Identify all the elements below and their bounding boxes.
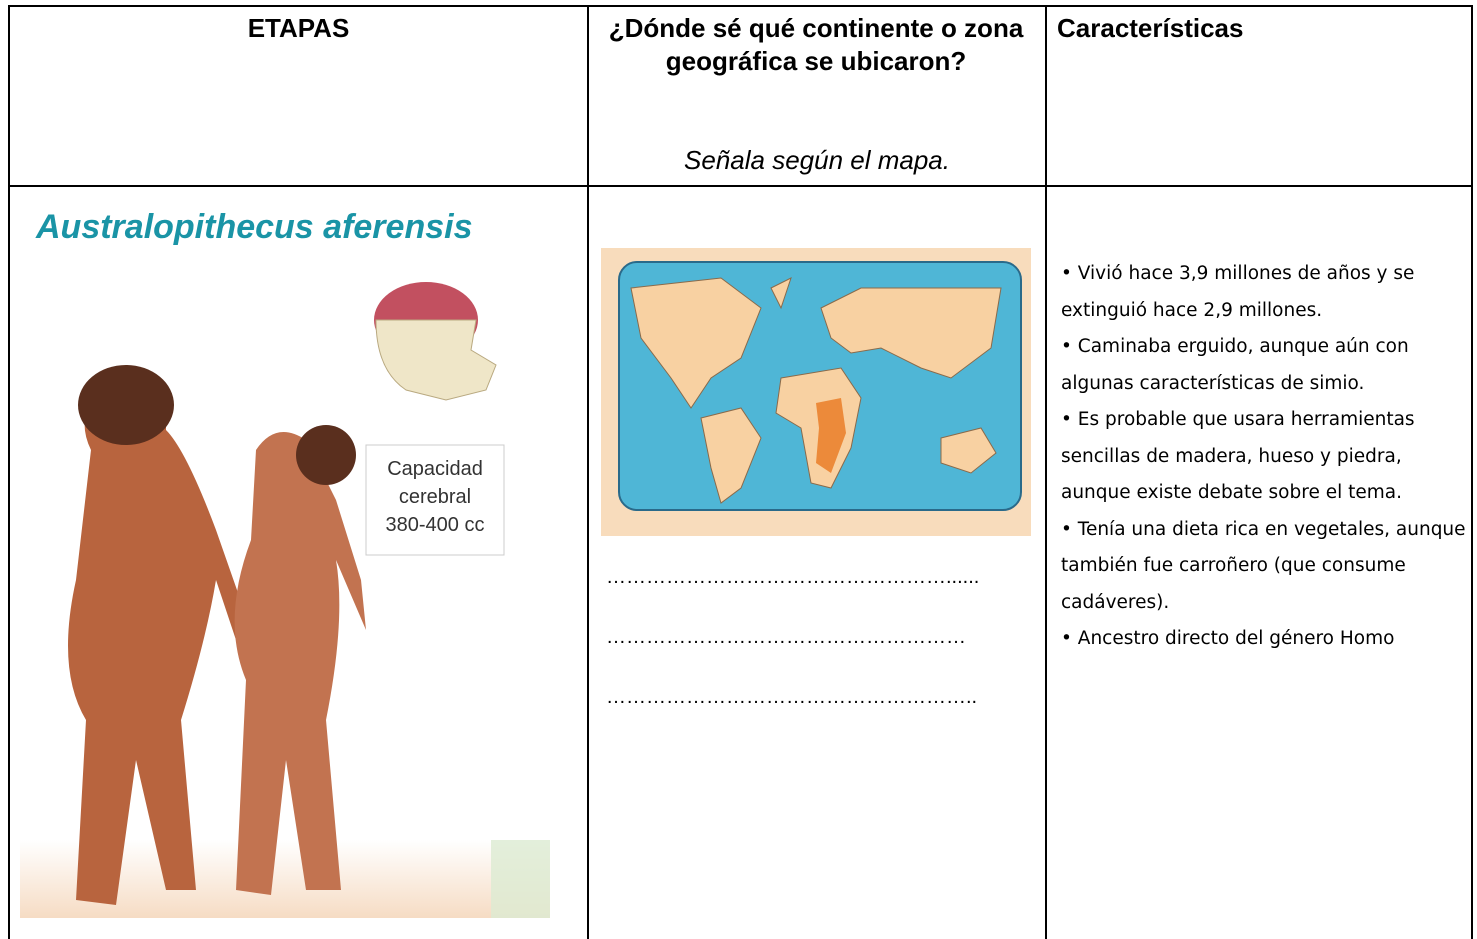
feature-item: • Tenía una dieta rica en vegetales, aun… <box>1061 518 1466 613</box>
border <box>8 5 10 939</box>
header-stage: ETAPAS <box>247 13 350 43</box>
feature-item: • Vivió hace 3,9 millones de años y se e… <box>1061 263 1415 321</box>
features-list: • Vivió hace 3,9 millones de años y se e… <box>1061 256 1473 658</box>
feature-item: • Caminaba erguido, aunque aún con algun… <box>1061 336 1409 394</box>
brain-label: 380-400 cc <box>386 514 485 536</box>
image-title: Australopithecus aferensis <box>35 208 472 246</box>
border <box>1471 5 1473 939</box>
hominid-illustration: Australopithecus aferensis Capacidad cer… <box>20 208 550 918</box>
answer-line: ……………………………………………….. <box>606 686 978 708</box>
header-features: Características <box>1057 13 1244 43</box>
header-location: ¿Dónde sé qué continente o zona geográfi… <box>608 13 1024 76</box>
brain-label: cerebral <box>399 486 471 508</box>
border <box>8 185 1473 187</box>
answer-line: ……………………………………………...... <box>606 566 980 588</box>
feature-item: • Es probable que usara herramientas sen… <box>1061 409 1415 503</box>
border <box>1045 5 1047 939</box>
border <box>587 5 589 939</box>
header-instruction: Señala según el mapa. <box>684 145 950 175</box>
feature-item: • Ancestro directo del género Homo <box>1061 628 1395 649</box>
answer-line: ……………………………………………… <box>606 626 966 648</box>
world-map <box>601 248 1031 536</box>
border <box>8 5 1473 7</box>
brain-label: Capacidad <box>387 458 483 480</box>
